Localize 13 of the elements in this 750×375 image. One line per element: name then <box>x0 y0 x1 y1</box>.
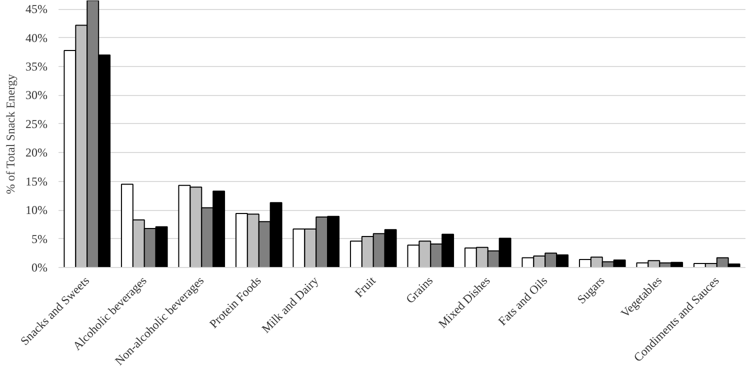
y-tick-label: 20% <box>26 146 48 160</box>
x-tick-label: Fruit <box>352 273 379 300</box>
y-tick-label: 40% <box>26 30 48 45</box>
y-tick-label: 25% <box>26 116 48 131</box>
x-tick-label: Fats and Oils <box>495 273 550 328</box>
y-tick-label: 5% <box>32 232 48 246</box>
y-tick-label: 35% <box>26 60 48 74</box>
y-tick-label: 0% <box>32 260 48 274</box>
y-axis-title: % of Total Snack Energy <box>4 74 18 194</box>
y-tick-label: 10% <box>26 203 48 218</box>
y-tick-label: 15% <box>26 174 48 188</box>
y-tick-label: 30% <box>26 88 48 102</box>
y-tick-label: 45% <box>26 2 48 16</box>
